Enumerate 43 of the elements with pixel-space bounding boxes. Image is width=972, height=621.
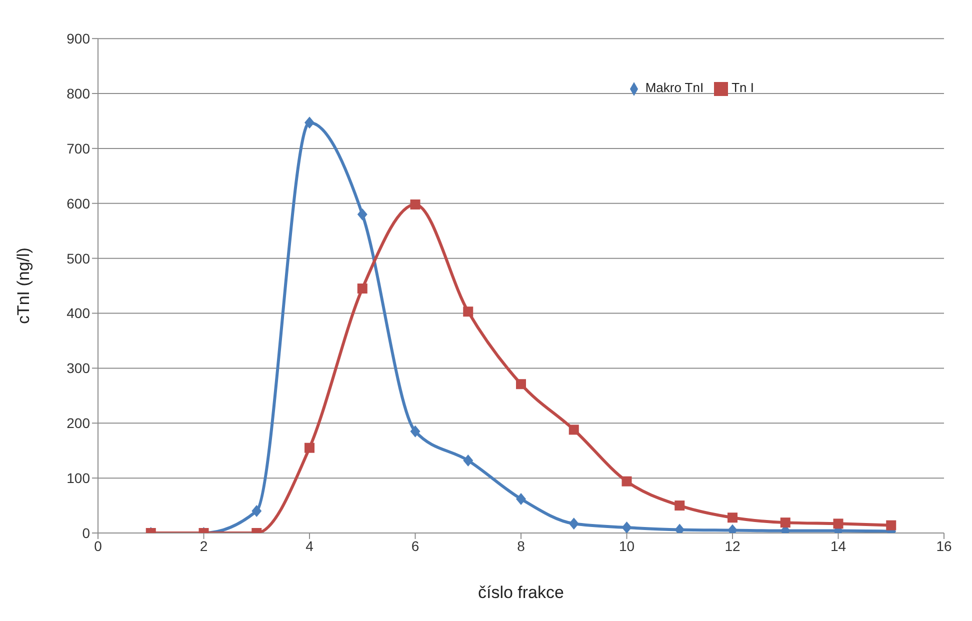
point — [463, 454, 474, 466]
point — [622, 476, 632, 486]
y-tick-label: 700 — [66, 140, 90, 156]
y-tick-label: 0 — [82, 524, 90, 541]
x-tick-label: 0 — [94, 538, 102, 554]
point — [780, 518, 790, 528]
x-tick-label: 16 — [936, 538, 952, 554]
point — [410, 199, 420, 210]
y-tick-label: 900 — [66, 30, 90, 47]
y-axis-title: cTnI (ng/l) — [14, 248, 34, 324]
point — [516, 379, 526, 390]
point — [622, 522, 632, 533]
y-tick-label: 500 — [66, 250, 90, 266]
y-tick-label: 300 — [66, 360, 90, 376]
point — [516, 492, 526, 505]
y-tick-label: 800 — [66, 85, 90, 102]
point — [304, 116, 314, 129]
x-axis-title: číslo frakce — [478, 583, 564, 602]
y-tick-label: 200 — [66, 415, 90, 432]
x-tick-label: 4 — [306, 538, 314, 554]
point — [833, 518, 844, 529]
y-tick-label: 100 — [66, 470, 90, 486]
y-tick-label: 400 — [66, 305, 90, 322]
point — [674, 500, 685, 511]
point — [463, 306, 474, 317]
x-tick-label: 12 — [724, 538, 740, 554]
x-tick-label: 8 — [517, 538, 526, 554]
point — [568, 424, 579, 435]
y-tick-label: 600 — [66, 195, 90, 212]
point — [252, 505, 262, 518]
point — [886, 520, 896, 530]
legend-label: Makro TnI — [645, 80, 704, 95]
x-tick-label: 2 — [200, 538, 208, 554]
point — [304, 442, 314, 453]
point — [410, 425, 420, 438]
point — [357, 208, 368, 220]
x-tick-label: 6 — [411, 538, 420, 554]
x-tick-label: 10 — [618, 538, 635, 554]
x-tick-label: 14 — [830, 538, 846, 554]
legend-label: Tn I — [732, 80, 754, 95]
point — [357, 284, 368, 294]
point — [728, 512, 738, 523]
point — [568, 518, 579, 530]
